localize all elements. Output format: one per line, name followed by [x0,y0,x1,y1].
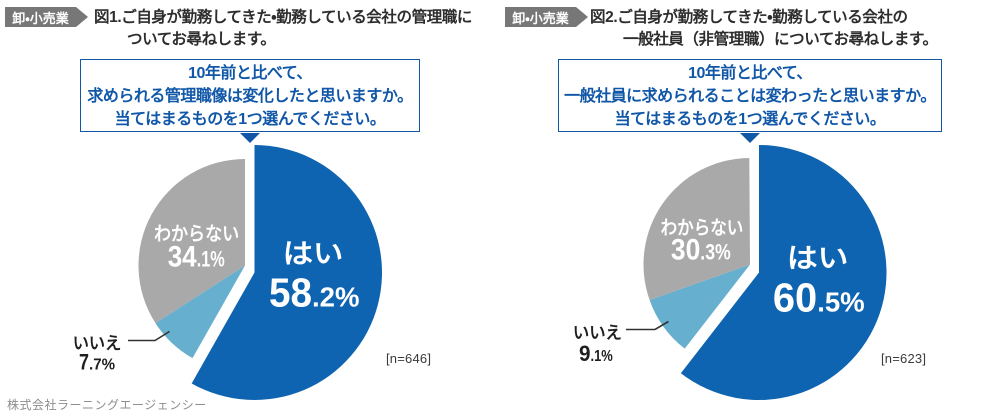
sample-size-label: [n=646] [386,351,432,366]
question-line3: 当てはまるものを1つ選んでください。 [114,111,386,128]
pie-slice-unknown [138,159,245,324]
pointer-triangle-icon [240,132,260,143]
question-line3: 当てはまるものを1つ選んでください。 [614,111,886,128]
unknown-slice-label: わからない [154,223,239,245]
panel-fig2: 卸・小売業 図2.ご自身が勤務してきた・勤務している会社の 一般社員（非管理職）… [500,0,1000,417]
industry-badge-arrow-icon [76,7,88,27]
figure-title-line2: ついてお尋ねします。 [127,30,276,48]
pointer-triangle-icon [740,132,760,143]
no-slice-leader-line [626,320,669,331]
figure-title-line1: 図2.ご自身が勤務してきた・勤務している会社の [590,9,908,26]
no-slice-leader-line [128,330,170,342]
no-slice-percent: 9.1% [579,341,613,366]
question-box: 10年前と比べて、 求められる管理職像は変化したと思いますか。 当てはまるものを… [80,59,420,143]
question-line2: 一般社員に求められることは変わったと思いますか。 [564,88,936,105]
figure-title: 図1.ご自身が勤務してきた・勤務している会社の管理職に ついてお尋ねします。 [94,7,500,50]
yes-slice-label: はい [283,239,344,269]
figure-title-line2: 一般社員（非管理職）についてお尋ねします。 [623,30,938,48]
no-slice-label: いいえ [573,324,622,343]
yes-slice-percent: 58.2% [269,270,360,316]
company-credit: 株式会社ラーニングエージェンシー [7,398,207,412]
pie-slice-no [649,264,750,349]
unknown-slice-percent: 30.3% [671,234,731,267]
pie-slice-yes [680,145,887,401]
no-slice-label: いいえ [73,334,122,353]
pie-slice-no [155,265,245,359]
yes-slice-label: はい [787,244,849,274]
panel-fig1: 卸・小売業 図1.ご自身が勤務してきた・勤務している会社の管理職に ついてお尋ね… [5,7,500,366]
figure-title-line1: 図1.ご自身が勤務してきた・勤務している会社の管理職に [94,9,473,26]
pie-slice-yes [191,145,382,400]
unknown-slice-percent: 34.1% [168,241,225,274]
sample-size-label: [n=623] [881,351,927,366]
industry-badge: 卸・小売業 [505,7,588,27]
industry-badge: 卸・小売業 [5,7,88,27]
industry-badge-label: 卸・小売業 [12,10,69,26]
pie-slice-unknown [643,158,750,300]
yes-slice-percent: 60.5% [773,275,865,321]
question-line1: 10年前と比べて、 [188,65,312,82]
industry-badge-arrow-icon [576,7,588,27]
industry-badge-label: 卸・小売業 [512,10,569,26]
figure-title: 図2.ご自身が勤務してきた・勤務している会社の 一般社員（非管理職）についてお尋… [590,7,996,50]
question-box: 10年前と比べて、 一般社員に求められることは変わったと思いますか。 当てはまる… [558,59,942,143]
question-line1: 10年前と比べて、 [688,65,812,82]
no-slice-percent: 7.7% [79,350,115,375]
unknown-slice-label: わからない [661,217,744,239]
question-line2: 求められる管理職像は変化したと思いますか。 [87,88,413,105]
